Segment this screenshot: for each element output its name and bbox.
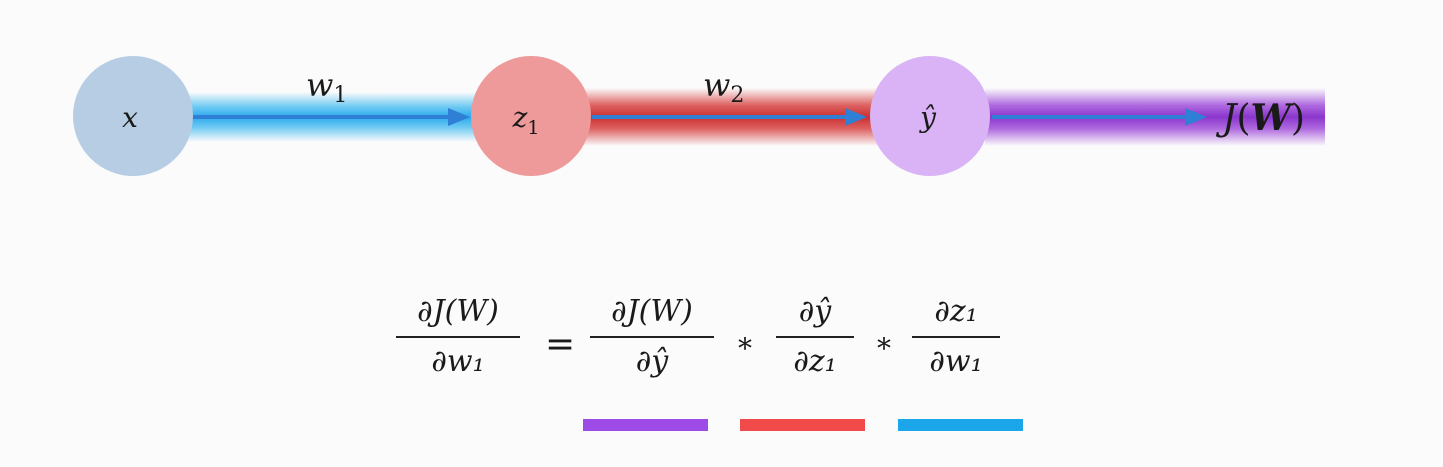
blue-underline [898, 419, 1023, 431]
term1-denominator: ∂ŷ [635, 344, 669, 379]
node-z1: z1 [471, 56, 591, 176]
edge-w1-label: w1 [306, 66, 347, 108]
multiply-sign-1: * [738, 332, 752, 365]
output-label: J(W) [1215, 97, 1305, 139]
term2-fraction-bar [776, 336, 854, 338]
purple-underline [583, 419, 708, 431]
term1-fraction: ∂J(W) ∂ŷ [590, 292, 714, 382]
node-z1-label: z1 [512, 101, 540, 139]
lhs-numerator: ∂J(W) [417, 294, 499, 329]
term1-numerator: ∂J(W) [611, 294, 693, 329]
edge-w2-label: w2 [703, 66, 744, 108]
term1-fraction-bar [590, 336, 714, 338]
term3-fraction: ∂z₁ ∂w₁ [912, 292, 1000, 382]
lhs-fraction: ∂J(W) ∂w₁ [396, 292, 520, 382]
term2-denominator: ∂z₁ [793, 344, 837, 379]
node-yhat: ŷ [870, 56, 990, 176]
term3-denominator: ∂w₁ [929, 344, 983, 379]
arrow-x-to-z1 [192, 108, 470, 126]
arrow-yhat-to-output [992, 108, 1207, 126]
node-x-label: x [122, 101, 138, 134]
node-yhat-label: ŷ [918, 101, 937, 134]
node-x: x [73, 56, 193, 176]
lhs-fraction-bar [396, 336, 520, 338]
arrow-z1-to-yhat [592, 108, 867, 126]
term2-numerator: ∂ŷ [798, 294, 832, 329]
term3-numerator: ∂z₁ [934, 294, 978, 329]
term3-fraction-bar [912, 336, 1000, 338]
term2-fraction: ∂ŷ ∂z₁ [776, 292, 854, 382]
lhs-denominator: ∂w₁ [431, 344, 485, 379]
equals-sign: = [545, 324, 576, 365]
multiply-sign-2: * [877, 332, 891, 365]
red-underline [740, 419, 865, 431]
